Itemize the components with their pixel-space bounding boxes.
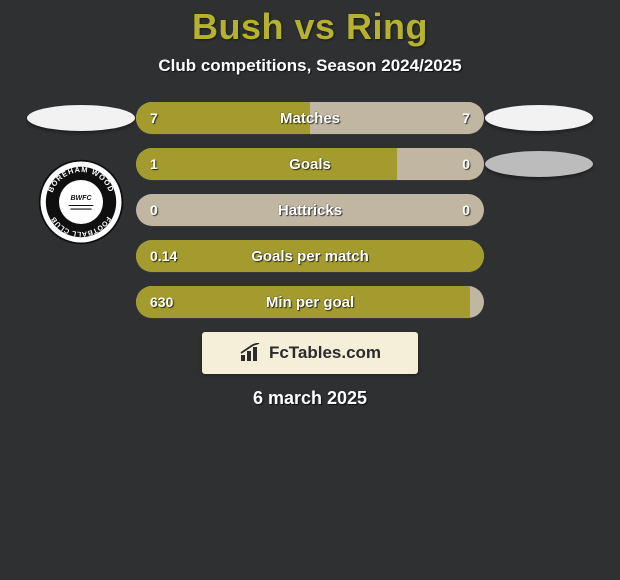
- branding-label: FcTables.com: [269, 343, 381, 363]
- stat-label: Goals: [136, 148, 484, 180]
- svg-text:BWFC: BWFC: [70, 195, 92, 202]
- title-right: Ring: [346, 6, 428, 47]
- right-side-slot: [484, 151, 594, 177]
- page-title: Bush vs Ring: [0, 0, 620, 48]
- club-badge-wrap: BOREHAM WOOD FOOTBALL CLUB BWFC: [37, 158, 125, 251]
- title-vs: vs: [294, 6, 335, 47]
- stat-label: Matches: [136, 102, 484, 134]
- stat-bar: 00Hattricks: [136, 194, 484, 226]
- stat-row: BOREHAM WOOD FOOTBALL CLUB BWFC 10Goals: [0, 148, 620, 180]
- stat-label: Min per goal: [136, 286, 484, 318]
- club-badge: BOREHAM WOOD FOOTBALL CLUB BWFC: [37, 158, 125, 246]
- bar-chart-icon: [239, 343, 263, 363]
- stat-bar: 77Matches: [136, 102, 484, 134]
- club-placeholder-right: [485, 151, 593, 177]
- stat-label: Goals per match: [136, 240, 484, 272]
- footer-date: 6 march 2025: [0, 388, 620, 409]
- stats-rows: 77Matches BOREHAM WOOD FOOTBALL CLUB BWF…: [0, 102, 620, 318]
- subtitle: Club competitions, Season 2024/2025: [0, 56, 620, 76]
- stat-row: 77Matches: [0, 102, 620, 134]
- stat-bar: 0.14Goals per match: [136, 240, 484, 272]
- stat-bar: 10Goals: [136, 148, 484, 180]
- stat-row: 630Min per goal: [0, 286, 620, 318]
- stat-label: Hattricks: [136, 194, 484, 226]
- left-side-slot: [26, 105, 136, 131]
- infographic-container: Bush vs Ring Club competitions, Season 2…: [0, 0, 620, 580]
- title-left: Bush: [192, 6, 284, 47]
- right-side-slot: [484, 105, 594, 131]
- player-placeholder-left: [27, 105, 135, 131]
- branding-box: FcTables.com: [202, 332, 418, 374]
- stat-bar: 630Min per goal: [136, 286, 484, 318]
- player-placeholder-right: [485, 105, 593, 131]
